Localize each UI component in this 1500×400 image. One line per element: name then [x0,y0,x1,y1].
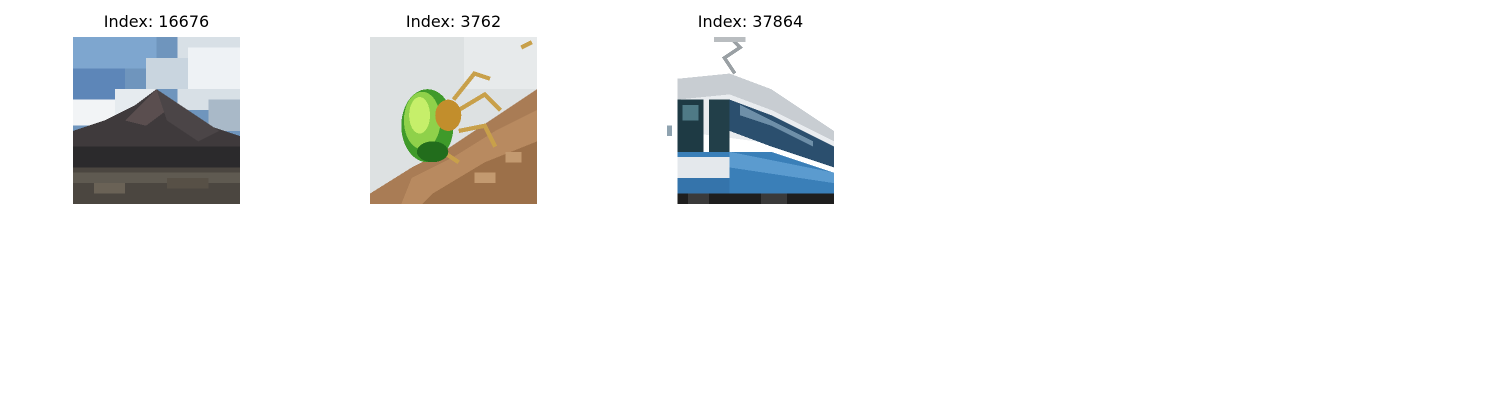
image-panel-3: Index: 37864 [667,0,834,210]
thumbnail-image [73,37,240,204]
tram-image [667,37,834,204]
image-panel-2: Index: 3762 [370,0,537,210]
image-panel-1: Index: 16676 [73,0,240,210]
panel-title: Index: 37864 [697,12,804,31]
thumbnail-image [370,37,537,204]
mountain-image [73,37,240,204]
thumbnail-image [667,37,834,204]
beetle-image [370,37,537,204]
panel-title: Index: 3762 [405,12,502,31]
panel-title: Index: 16676 [103,12,210,31]
